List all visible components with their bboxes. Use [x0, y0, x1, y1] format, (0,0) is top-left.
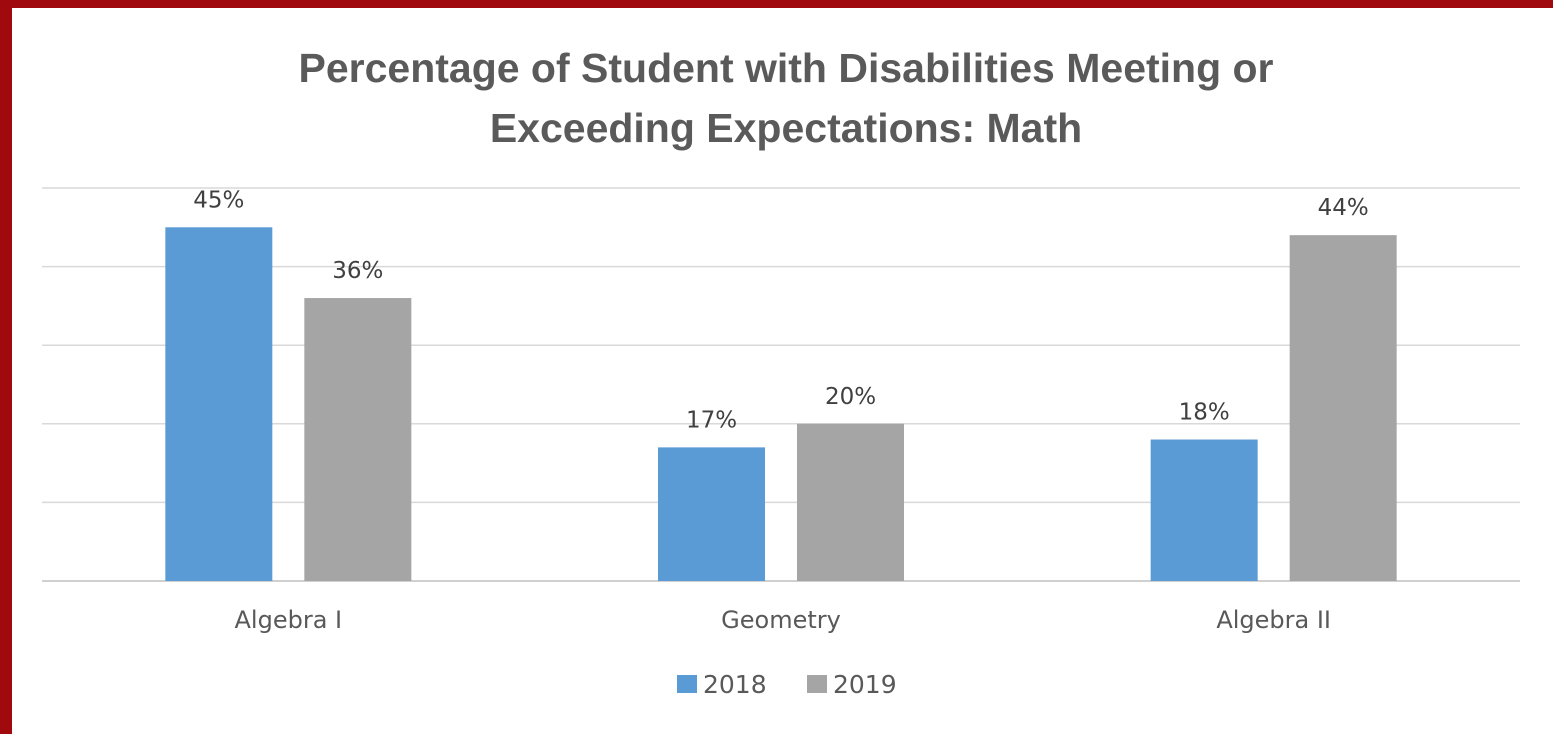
bar-2019-algebra-ii	[1289, 235, 1397, 581]
gridlines	[42, 187, 1520, 582]
data-label: 17%	[686, 407, 737, 433]
legend-swatch	[807, 675, 827, 693]
data-label: 18%	[1179, 400, 1230, 426]
bar-2018-algebra-i	[165, 227, 273, 582]
data-label: 44%	[1318, 195, 1369, 221]
bar-2019-geometry	[797, 423, 904, 581]
chart-title-line-1: Percentage of Student with Disabilities …	[298, 45, 1273, 91]
x-tick-label: Algebra I	[235, 606, 343, 634]
legend: 2018 2019	[677, 670, 897, 699]
bar-2018-geometry	[658, 447, 765, 581]
legend-label: 2018	[703, 670, 767, 699]
chart-title: Percentage of Student with Disabilities …	[298, 45, 1273, 151]
legend-label: 2019	[833, 670, 897, 699]
chart-frame: Percentage of Student with Disabilities …	[12, 8, 1553, 734]
data-label: 36%	[332, 258, 383, 284]
x-axis-tick-labels: Algebra I Geometry Algebra II	[235, 606, 1331, 634]
legend-swatch	[677, 675, 697, 693]
data-labels: 45% 36% 17% 20% 18% 44%	[193, 187, 1368, 433]
x-tick-label: Algebra II	[1216, 606, 1331, 634]
bar-2019-algebra-i	[304, 298, 412, 581]
chart: Percentage of Student with Disabilities …	[42, 45, 1520, 699]
x-tick-label: Geometry	[721, 606, 841, 634]
bars	[165, 227, 1397, 582]
bar-2018-algebra-ii	[1150, 439, 1258, 581]
data-label: 45%	[193, 187, 244, 213]
data-label: 20%	[825, 384, 876, 410]
chart-title-line-2: Exceeding Expectations: Math	[490, 105, 1082, 151]
